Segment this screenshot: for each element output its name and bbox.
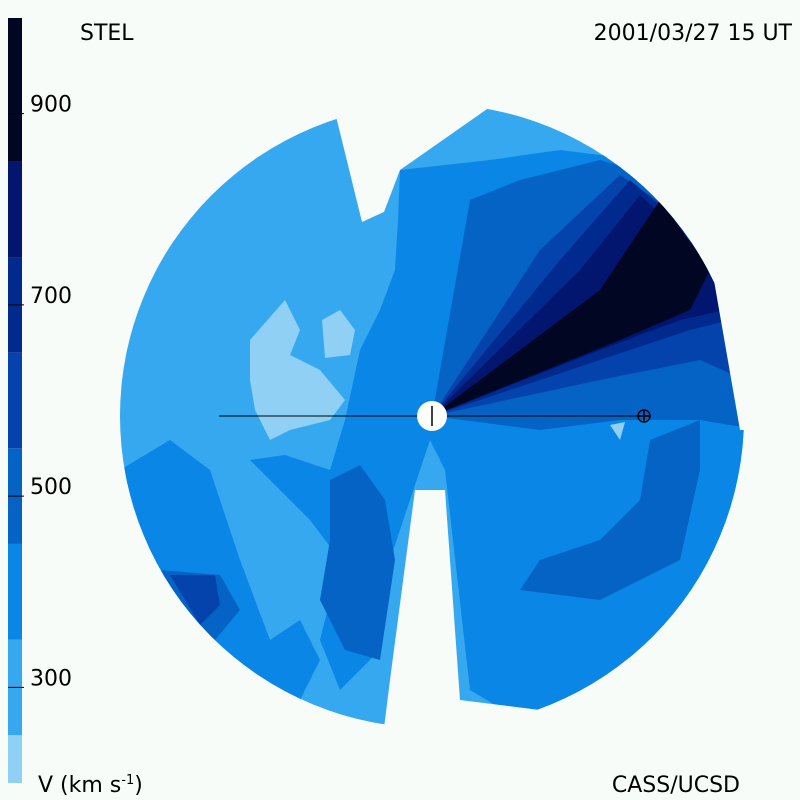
colorbar-level-4 [8, 352, 22, 449]
colorbar [8, 18, 22, 783]
mid-lower-dark-region [320, 465, 395, 660]
slow-speed-region-1 [250, 300, 345, 440]
colorbar-tick-label-500: 500 [30, 475, 72, 500]
lower-left-deepest-region [170, 575, 220, 625]
colorbar-tick-label-900: 900 [30, 93, 72, 118]
colorbar-tick-label-700: 700 [30, 284, 72, 309]
chart-title: STEL [80, 21, 134, 46]
high-speed-stream-core [432, 200, 710, 416]
colorbar-ticks: 300 500 700 900 [8, 93, 72, 691]
colorbar-tick-label-300: 300 [30, 666, 72, 691]
lower-left-medium-region [120, 440, 320, 700]
credit-label: CASS/UCSD [612, 773, 740, 798]
colorbar-level-7 [8, 18, 22, 162]
colorbar-level-2 [8, 543, 22, 640]
timestamp-label: 2001/03/27 15 UT [594, 21, 793, 46]
colorbar-level-0 [8, 735, 22, 783]
right-lower-dark-region [520, 420, 700, 600]
slow-speed-region-2 [322, 310, 355, 358]
colorbar-level-6 [8, 161, 22, 258]
slow-speed-region-3 [610, 422, 625, 440]
earth-icon [637, 409, 651, 423]
colorbar-label: V (km s-1) [38, 773, 143, 798]
data-gap-wedges [100, 100, 780, 760]
